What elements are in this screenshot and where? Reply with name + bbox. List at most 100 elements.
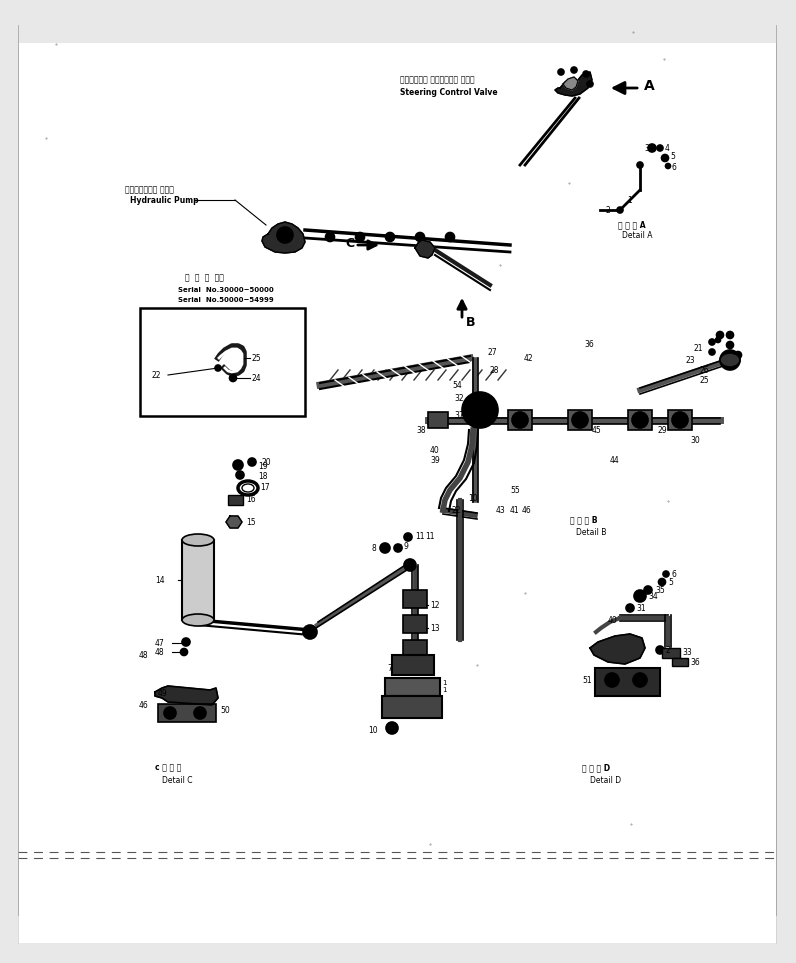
Circle shape [633,673,647,687]
Bar [662,648,680,658]
Text: 9: 9 [403,541,408,551]
Circle shape [468,398,492,422]
Text: 43: 43 [496,506,505,514]
Text: 6: 6 [672,569,677,579]
Circle shape [281,231,289,239]
Text: 46: 46 [522,506,532,514]
Polygon shape [415,240,435,258]
Ellipse shape [720,353,740,367]
Text: 48: 48 [155,647,165,657]
Text: 11: 11 [425,532,435,540]
Text: 51: 51 [582,675,591,685]
Bar [392,655,434,675]
Circle shape [404,533,412,541]
Text: 25: 25 [252,353,262,362]
Text: 25: 25 [700,376,709,384]
Ellipse shape [182,534,214,546]
Circle shape [394,544,402,552]
Text: 詳 細 図 D: 詳 細 図 D [582,764,610,772]
Circle shape [636,416,644,424]
Text: 41: 41 [510,506,520,514]
Circle shape [663,571,669,577]
Text: 40: 40 [430,446,439,455]
Bar [672,658,688,666]
Text: 1: 1 [627,195,632,204]
Circle shape [648,144,656,152]
Circle shape [386,722,398,734]
Text: 29: 29 [658,426,668,434]
Circle shape [632,412,648,428]
Text: 5: 5 [670,151,675,161]
Text: 9: 9 [398,543,403,553]
Text: 32: 32 [454,394,463,403]
Circle shape [404,559,416,571]
Text: 45: 45 [592,426,602,434]
Text: Detail A: Detail A [622,230,653,240]
Circle shape [716,331,724,339]
Circle shape [233,460,243,470]
Circle shape [181,648,188,656]
Polygon shape [226,516,242,528]
Circle shape [307,629,313,635]
Text: 22: 22 [152,371,162,379]
Polygon shape [155,686,218,705]
Polygon shape [262,222,305,253]
Text: 2: 2 [605,205,610,215]
Text: 46: 46 [139,700,148,710]
Circle shape [182,638,190,646]
Circle shape [277,227,293,243]
Text: C: C [345,237,354,249]
Circle shape [229,375,236,381]
Circle shape [634,590,646,602]
Circle shape [194,707,206,719]
Text: 39: 39 [430,455,439,464]
Circle shape [637,162,643,168]
Text: Hydraulic Pump: Hydraulic Pump [130,195,199,204]
Text: 24: 24 [252,374,262,382]
Text: 50: 50 [220,706,230,715]
Bar [628,410,652,430]
Text: 27: 27 [488,348,498,356]
Text: Steering Control Valve: Steering Control Valve [400,88,498,96]
Circle shape [385,232,395,242]
Circle shape [356,232,365,242]
Text: 15: 15 [246,517,256,527]
Bar [668,410,692,430]
Bar [595,668,660,696]
Text: 44: 44 [610,455,620,464]
Circle shape [658,579,665,586]
Circle shape [215,365,221,371]
Text: 12: 12 [430,601,439,610]
Text: 48: 48 [139,650,148,660]
Circle shape [709,339,715,345]
Circle shape [571,67,577,73]
Circle shape [735,351,742,358]
Circle shape [583,71,589,77]
Bar [385,678,440,696]
Text: 42: 42 [524,353,533,362]
Bar [182,540,214,620]
Text: 14: 14 [155,576,165,585]
Text: c 詳 細 図: c 詳 細 図 [155,764,181,772]
Text: Detail B: Detail B [576,528,607,536]
Text: 26: 26 [700,366,709,375]
Circle shape [656,646,664,654]
Bar [382,696,442,718]
Text: 40: 40 [608,615,618,624]
Circle shape [661,154,669,162]
Text: 18: 18 [258,472,267,481]
Polygon shape [590,634,645,664]
Circle shape [709,349,715,355]
Circle shape [665,164,670,169]
Text: 54: 54 [452,380,462,389]
Text: 49: 49 [158,689,168,697]
Text: 商  品  コ  ード: 商 品 コ ード [185,273,224,282]
Circle shape [720,350,740,370]
Circle shape [164,707,176,719]
Text: 34: 34 [648,591,657,601]
Text: 7: 7 [387,664,392,672]
Text: 38: 38 [416,426,426,434]
Text: 2: 2 [666,645,671,655]
Circle shape [676,416,684,424]
Text: 10: 10 [369,725,378,735]
